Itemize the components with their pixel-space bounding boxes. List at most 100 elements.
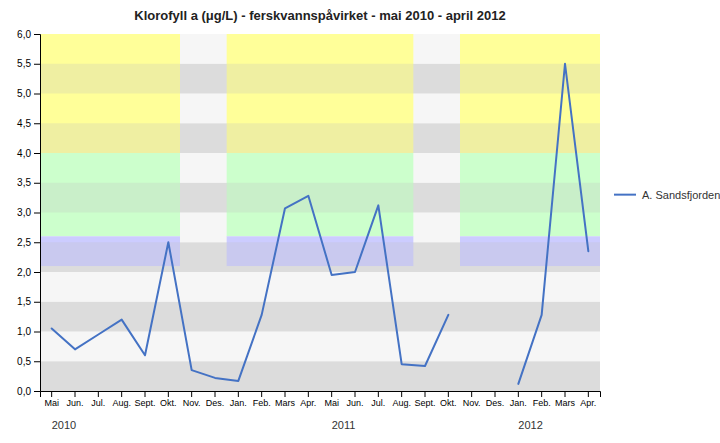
- tick-mark: [541, 391, 542, 397]
- x-tick: Okt.: [160, 391, 177, 408]
- tick-label: Feb.: [533, 398, 551, 408]
- y-tick: 2,0: [17, 267, 40, 278]
- plot-area: 0,00,51,01,52,02,53,03,54,04,55,05,56,0M…: [17, 29, 600, 431]
- tick-label: Mai: [44, 398, 59, 408]
- grid-stripe: [40, 242, 600, 272]
- x-tick: Mai: [44, 391, 59, 408]
- tick-label: Nov.: [463, 398, 481, 408]
- tick-label: Jan.: [230, 398, 247, 408]
- legend: A. Sandsfjorden: [614, 189, 720, 201]
- tick-mark: [448, 391, 449, 397]
- tick-label: Jun.: [66, 398, 83, 408]
- tick-mark: [34, 183, 40, 184]
- tick-mark: [34, 213, 40, 214]
- tick-label: 4,0: [17, 148, 31, 159]
- tick-label: 6,0: [17, 29, 31, 40]
- tick-mark: [98, 391, 99, 397]
- tick-label: Apr.: [580, 398, 596, 408]
- tick-mark: [145, 391, 146, 397]
- tick-label: 3,5: [17, 177, 31, 188]
- axis-line: [41, 392, 601, 398]
- y-tick: 3,0: [17, 207, 40, 218]
- data-line: [52, 64, 589, 384]
- annotation: 2011: [332, 419, 356, 431]
- grid-stripe: [40, 183, 600, 213]
- x-tick: Aug.: [112, 391, 131, 408]
- tick-mark: [425, 391, 426, 397]
- tick-mark: [34, 94, 40, 95]
- tick-mark: [471, 391, 472, 397]
- background: [40, 34, 600, 391]
- tick-mark: [331, 391, 332, 397]
- tick-mark: [51, 391, 52, 397]
- x-tick: Apr.: [300, 391, 316, 408]
- y-tick: 6,0: [17, 29, 40, 40]
- x-tick: Des.: [486, 391, 505, 408]
- tick-mark: [308, 391, 309, 397]
- tick-label: 0,5: [17, 356, 31, 367]
- x-tick: Jun.: [66, 391, 83, 408]
- quality-bands: [40, 34, 600, 266]
- tick-mark: [401, 391, 402, 397]
- tick-mark: [75, 391, 76, 397]
- tick-label: Jul.: [91, 398, 105, 408]
- tick-label: Mars: [555, 398, 575, 408]
- y-tick: 3,5: [17, 177, 40, 188]
- x-tick: Mars: [555, 391, 575, 408]
- chart-svg: 0,00,51,01,52,02,53,03,54,04,55,05,56,0M…: [0, 0, 720, 443]
- x-tick: Jun.: [346, 391, 363, 408]
- tick-mark: [34, 242, 40, 243]
- tick-label: Okt.: [160, 398, 177, 408]
- y-tick: 0,0: [17, 386, 40, 397]
- x-tick: Sept.: [134, 391, 155, 408]
- tick-label: Jan.: [510, 398, 527, 408]
- tick-label: 1,5: [17, 296, 31, 307]
- grid-stripe-overlay: [40, 242, 600, 272]
- tick-label: 4,5: [17, 118, 31, 129]
- y-tick: 1,0: [17, 326, 40, 337]
- x-axis: MaiJun.Jul.Aug.Sept.Okt.Nov.Des.Jan.Feb.…: [41, 391, 601, 408]
- tick-mark: [238, 391, 239, 397]
- tick-mark: [34, 302, 40, 303]
- legend-swatch: [614, 194, 636, 196]
- tick-mark: [518, 391, 519, 397]
- tick-label: Jul.: [371, 398, 385, 408]
- tick-label: 0,0: [17, 386, 31, 397]
- tick-mark: [34, 272, 40, 273]
- tick-label: 3,0: [17, 207, 31, 218]
- chart-container: 0,00,51,01,52,02,53,03,54,04,55,05,56,0M…: [0, 0, 720, 443]
- x-tick: Nov.: [183, 391, 201, 408]
- annotation: 2010: [52, 419, 76, 431]
- grid-stripe-overlay: [40, 123, 600, 153]
- chart-title: Klorofyll a (μg/L) - ferskvannspåvirket …: [134, 8, 505, 23]
- tick-mark: [34, 391, 40, 392]
- legend-label: A. Sandsfjorden: [642, 189, 720, 201]
- y-tick: 4,5: [17, 118, 40, 129]
- legend-item: A. Sandsfjorden: [614, 189, 720, 201]
- x-tick: Mars: [275, 391, 295, 408]
- tick-mark: [285, 391, 286, 397]
- y-tick: 1,5: [17, 296, 40, 307]
- tick-label: Okt.: [440, 398, 457, 408]
- y-tick: 4,0: [17, 148, 40, 159]
- x-tick: Jan.: [510, 391, 527, 408]
- x-tick: Aug.: [392, 391, 411, 408]
- tick-mark: [215, 391, 216, 397]
- tick-label: Des.: [206, 398, 225, 408]
- tick-label: 1,0: [17, 326, 31, 337]
- grid-stripe-overlay: [40, 361, 600, 391]
- tick-mark: [565, 391, 566, 397]
- tick-mark: [34, 123, 40, 124]
- x-tick: Mai: [324, 391, 339, 408]
- tick-mark: [34, 34, 40, 35]
- tick-mark: [34, 332, 40, 333]
- x-tick: Nov.: [463, 391, 481, 408]
- tick-mark: [378, 391, 379, 397]
- tick-label: Mai: [324, 398, 339, 408]
- y-tick: 5,0: [17, 88, 40, 99]
- y-tick: 0,5: [17, 356, 40, 367]
- y-axis: 0,00,51,01,52,02,53,03,54,04,55,05,56,0: [17, 29, 40, 397]
- tick-mark: [168, 391, 169, 397]
- grid-stripe: [40, 361, 600, 391]
- x-tick: Jul.: [91, 391, 105, 408]
